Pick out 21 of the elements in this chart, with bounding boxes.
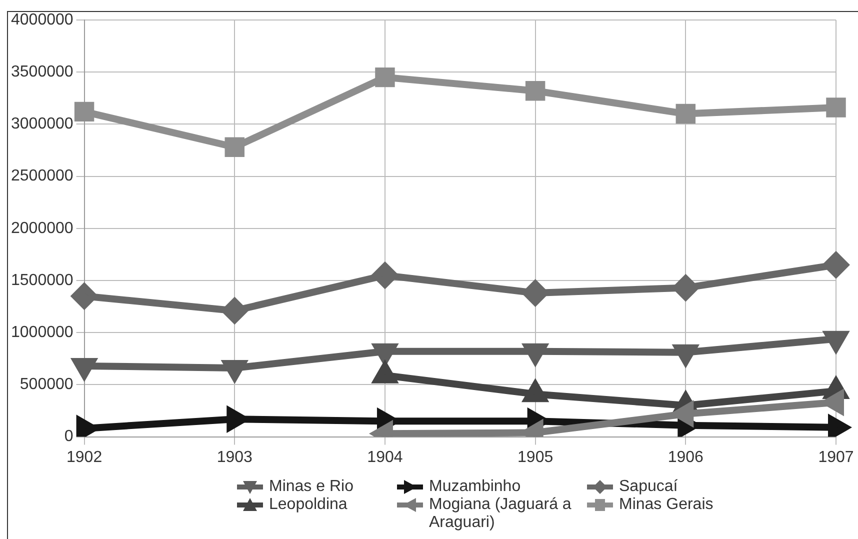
x-tick-label: 1905 [518, 448, 554, 466]
y-tick-label: 3000000 [10, 116, 74, 133]
y-tick-label: 1000000 [10, 324, 74, 342]
y-tick-label: 3500000 [10, 64, 74, 81]
y-tick-label: 2500000 [10, 168, 74, 185]
y-tick-label: 4000000 [10, 11, 74, 28]
legend-label: Leopoldina [269, 496, 348, 514]
x-tick-label: 1906 [668, 448, 704, 466]
y-tick-label: 2000000 [10, 220, 74, 237]
x-tick-label: 1903 [216, 448, 253, 466]
y-tick-label: 0 [64, 428, 74, 446]
y-tick-label: 500000 [20, 376, 74, 394]
legend-label: Minas e Rio [269, 478, 354, 496]
x-tick-label: 1904 [367, 448, 403, 466]
legend-label: Sapucaí [619, 478, 678, 496]
legend-label: Mogiana (Jaguará a Araguari) [429, 496, 572, 532]
legend-label: Muzambinho [429, 478, 521, 496]
x-tick-label: 1902 [66, 448, 102, 466]
y-tick-label: 1500000 [10, 272, 74, 289]
x-tick-label: 1907 [818, 448, 854, 466]
legend-label: Minas Gerais [619, 496, 714, 514]
